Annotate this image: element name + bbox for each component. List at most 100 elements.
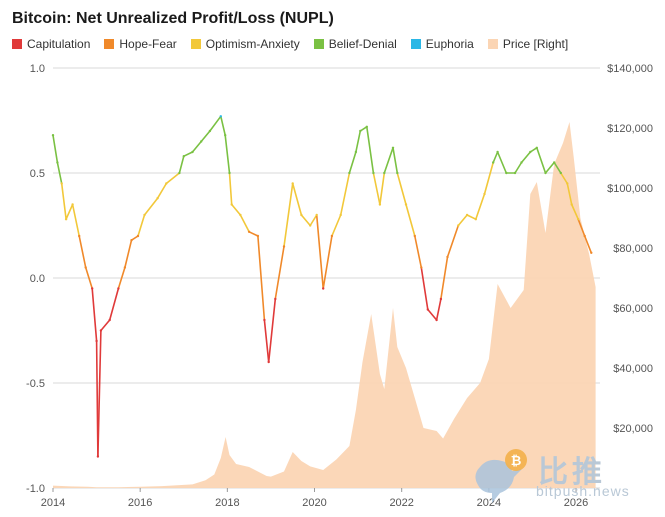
nupl-point	[544, 171, 547, 175]
nupl-line-segment	[483, 161, 495, 195]
nupl-point	[391, 146, 395, 149]
nupl-point	[457, 224, 460, 227]
legend-label: Price [Right]	[502, 37, 569, 51]
nupl-point	[78, 234, 81, 238]
legend-swatch	[190, 39, 201, 49]
nupl-line-segment	[165, 172, 181, 185]
nupl-line-segment	[178, 155, 185, 174]
nupl-line-segment	[466, 214, 477, 220]
nupl-point	[590, 251, 593, 254]
nupl-line-segment	[56, 161, 63, 185]
nupl-line-segment	[300, 214, 312, 227]
nupl-line-segment	[379, 172, 386, 206]
nupl-point	[365, 125, 368, 128]
nupl-line-segment	[191, 140, 202, 153]
chart-title: Bitcoin: Net Unrealized Profit/Loss (NUP…	[12, 10, 334, 27]
nupl-point	[99, 329, 103, 332]
y-left-tick-label: 0.0	[30, 273, 45, 285]
nupl-line-segment	[570, 203, 580, 220]
nupl-point	[309, 224, 312, 227]
nupl-point	[143, 213, 146, 217]
nupl-point	[439, 297, 443, 301]
nupl-point	[315, 213, 318, 217]
legend-swatch	[12, 39, 22, 49]
nupl-point	[247, 230, 251, 233]
nupl-line-segment	[514, 161, 523, 174]
nupl-point	[396, 171, 399, 175]
nupl-line-segment	[392, 147, 399, 174]
nupl-line-segment	[492, 151, 499, 164]
nupl-line-segment	[529, 147, 538, 153]
nupl-line-segment	[457, 214, 468, 227]
nupl-line-segment	[583, 235, 593, 254]
nupl-point	[577, 218, 580, 221]
nupl-line-segment	[183, 151, 194, 157]
nupl-line-segment	[156, 182, 168, 199]
nupl-point	[228, 171, 231, 175]
nupl-line-segment	[224, 134, 231, 174]
legend-swatch	[104, 39, 115, 49]
y-right-tick-label: $20,000	[613, 423, 653, 435]
nupl-point	[300, 213, 303, 217]
nupl-point	[256, 234, 260, 238]
legend-label: Belief-Denial	[328, 37, 397, 51]
nupl-point	[208, 129, 212, 133]
nupl-point	[274, 297, 277, 301]
nupl-point	[123, 266, 127, 269]
nupl-line-segment	[52, 134, 59, 164]
nupl-point	[529, 150, 532, 154]
legend-item: Belief-Denial	[313, 37, 397, 51]
nupl-line-segment	[355, 130, 362, 153]
nupl-line-segment	[496, 151, 508, 174]
x-tick-label: 2020	[302, 497, 326, 509]
nupl-line-segment	[283, 182, 294, 248]
nupl-line-segment	[84, 266, 93, 290]
x-tick-label: 2026	[564, 497, 588, 509]
nupl-line-segment	[263, 319, 270, 363]
nupl-line-segment	[60, 182, 67, 220]
y-left-tick-label: -1.0	[26, 483, 45, 495]
nupl-point	[520, 161, 523, 164]
nupl-point	[583, 234, 586, 238]
nupl-point	[322, 287, 325, 290]
nupl-line-segment	[566, 182, 573, 206]
x-tick-label: 2016	[128, 497, 152, 509]
watermark-brand: 比推	[538, 455, 606, 490]
nupl-line-segment	[396, 172, 407, 206]
nupl-point	[156, 197, 159, 200]
nupl-point	[178, 171, 181, 175]
nupl-point	[483, 192, 486, 196]
nupl-point	[435, 318, 438, 322]
nupl-line-segment	[230, 203, 242, 216]
nupl-point	[224, 134, 227, 137]
nupl-point	[496, 150, 499, 154]
nupl-point	[505, 171, 508, 175]
nupl-point	[64, 218, 68, 221]
nupl-point	[383, 171, 386, 175]
nupl-point	[474, 218, 477, 221]
nupl-line-segment	[553, 161, 562, 174]
nupl-line-segment	[535, 147, 547, 174]
y-left-tick-label: 1.0	[30, 63, 45, 75]
y-left-tick-label: -0.5	[26, 378, 45, 390]
y-left-tick-label: 0.5	[30, 168, 45, 180]
nupl-line-segment	[220, 115, 226, 136]
nupl-point	[71, 203, 74, 206]
nupl-line-segment	[100, 319, 111, 332]
nupl-line-segment	[577, 218, 586, 237]
nupl-point	[553, 161, 556, 164]
nupl-line-segment	[108, 287, 120, 321]
legend-swatch	[410, 39, 421, 49]
y-right-tick-label: $40,000	[613, 363, 653, 375]
nupl-point	[378, 203, 382, 206]
nupl-line-segment	[228, 172, 233, 206]
nupl-point	[191, 150, 194, 154]
nupl-line-segment	[446, 224, 460, 258]
nupl-point	[95, 339, 98, 343]
nupl-point	[570, 203, 573, 206]
nupl-point	[492, 161, 495, 164]
legend-label: Optimism-Anxiety	[205, 37, 300, 51]
x-tick-label: 2014	[41, 497, 65, 509]
x-tick-label: 2022	[389, 497, 413, 509]
